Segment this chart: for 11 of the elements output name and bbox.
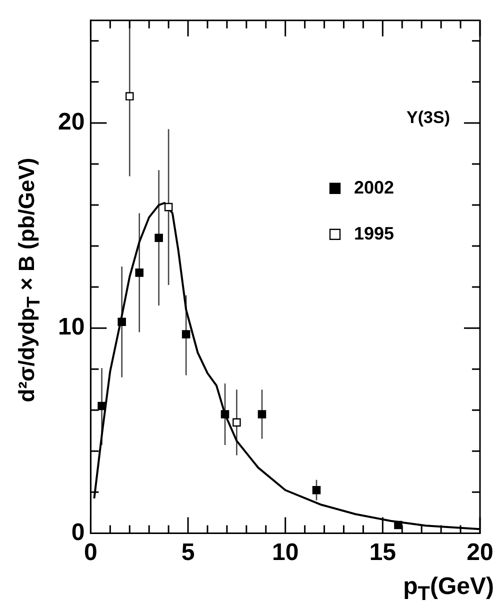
y-tick-label: 10 [58,314,85,341]
legend-label: 1995 [354,223,394,244]
y-tick-label: 20 [58,108,85,136]
x-axis-title: p$_{T}$(GeV) [403,573,494,606]
y-tick-label: 0 [71,518,85,546]
annotation: Υ(3S) [406,108,450,128]
x-tick-label: 20 [466,539,494,566]
x-tick-label: 10 [272,539,299,566]
x-tick-label: 15 [369,539,396,566]
legend-label: 2002 [354,177,394,198]
x-tick-label: 5 [181,539,195,566]
